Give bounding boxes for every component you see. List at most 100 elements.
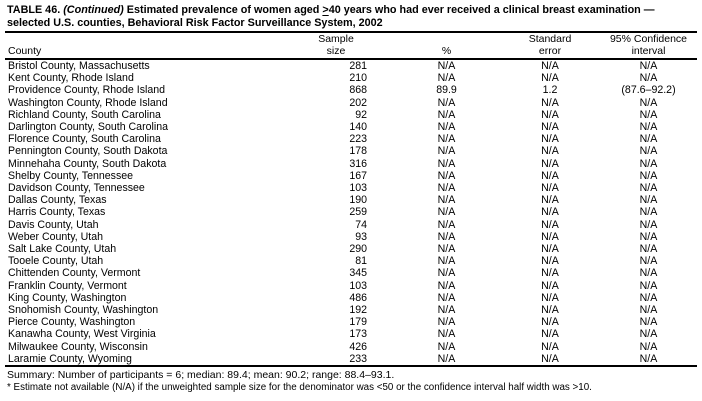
cell-county: Richland County, South Carolina — [8, 108, 161, 121]
cell-sample-size: 178 — [349, 145, 367, 158]
cell-standard-error: N/A — [541, 108, 559, 121]
table-title-line2: selected U.S. counties, Behavioral Risk … — [7, 17, 383, 29]
cell-standard-error: N/A — [541, 121, 559, 134]
cell-county: Tooele County, Utah — [8, 255, 104, 268]
table-row: Bristol County, Massachusetts 281 N/A N/A N/… — [5, 59, 697, 72]
cell-county: Darlington County, South Carolina — [8, 121, 168, 134]
cell-confidence-interval: N/A — [639, 169, 658, 182]
cell-percent: N/A — [437, 194, 456, 207]
cell-county: Laramie County, Wyoming — [8, 352, 132, 365]
cell-sample-size: 74 — [355, 218, 367, 231]
cell-sample-size: 290 — [349, 243, 367, 256]
cell-sample-size: 233 — [349, 352, 367, 365]
cell-confidence-interval: N/A — [639, 279, 658, 292]
cell-percent: N/A — [437, 316, 456, 329]
cell-sample-size: 223 — [349, 133, 367, 146]
cell-sample-size: 192 — [349, 304, 367, 317]
cell-sample-size: 316 — [349, 157, 367, 170]
table-row: Salt Lake County, Utah 290 N/A N/A N/A — [5, 243, 697, 255]
table-row: Darlington County, South Carolina 140 N/A N… — [5, 121, 697, 133]
cell-sample-size: 190 — [349, 194, 367, 207]
cell-percent: N/A — [437, 352, 456, 365]
cell-county: Snohomish County, Washington — [8, 304, 159, 317]
col-header-ci-line2: interval — [631, 44, 666, 57]
cell-confidence-interval: N/A — [639, 255, 658, 268]
table-title-text: Estimated prevalence of women aged — [126, 4, 320, 16]
cell-standard-error: N/A — [541, 328, 559, 341]
cell-county: Minnehaha County, South Dakota — [8, 157, 167, 170]
cell-percent: N/A — [437, 60, 456, 72]
table-row: Milwaukee County, Wisconsin 426 N/A N/A N/A — [5, 341, 697, 353]
cell-percent: N/A — [437, 291, 456, 304]
col-header-standard-error: Standard error — [500, 32, 600, 60]
table-row: Dallas County, Texas 190 N/A N/A N/A — [5, 194, 697, 206]
table-row: Kanawha County, West Virginia 173 N/A N/A N/… — [5, 328, 697, 340]
cell-sample-size: 345 — [349, 267, 367, 280]
cell-county: Salt Lake County, Utah — [8, 243, 117, 256]
cell-sample-size: 103 — [349, 279, 367, 292]
cell-confidence-interval: N/A — [639, 206, 658, 219]
cell-county: Pierce County, Washington — [8, 316, 136, 329]
cell-confidence-interval: N/A — [639, 316, 658, 329]
cell-sample-size: 92 — [355, 108, 367, 121]
col-header-sample-line2: size — [326, 44, 346, 57]
col-header-stderr-line1: Standard — [528, 33, 572, 45]
cell-sample-size: 281 — [349, 60, 367, 72]
table-row: Kent County, Rhode Island 210 N/A N/A N/A — [5, 72, 697, 84]
cell-sample-size: 426 — [349, 340, 367, 353]
cell-standard-error: N/A — [541, 230, 559, 243]
cell-county: Dallas County, Texas — [8, 194, 107, 207]
cell-confidence-interval: N/A — [639, 218, 658, 231]
table-row: Pierce County, Washington 179 N/A N/A N/A — [5, 316, 697, 328]
cell-confidence-interval: N/A — [639, 230, 658, 243]
footnote-line: * Estimate not available (N/A) if the un… — [7, 382, 592, 394]
cell-confidence-interval: N/A — [639, 328, 658, 341]
cell-percent: N/A — [437, 96, 456, 109]
cell-county: Kent County, Rhode Island — [8, 72, 134, 85]
summary-line: Summary: Number of participants = 6; med… — [7, 369, 395, 382]
cell-sample-size: 868 — [349, 84, 367, 97]
cell-sample-size: 202 — [349, 96, 367, 109]
table-title-text-end: 40 years who had ever received a clinica… — [328, 4, 655, 16]
table-row: Shelby County, Tennessee 167 N/A N/A N/A — [5, 170, 697, 182]
table-row: Minnehaha County, South Dakota 316 N/A N/A N… — [5, 158, 697, 170]
col-header-sample-line1: Sample — [318, 33, 354, 45]
cell-standard-error: N/A — [541, 133, 559, 146]
cell-county: King County, Washington — [8, 291, 127, 304]
table-row: Harris County, Texas 259 N/A N/A N/A — [5, 206, 697, 218]
cell-county: Kanawha County, West Virginia — [8, 328, 156, 341]
cell-confidence-interval: N/A — [639, 352, 658, 365]
cell-sample-size: 173 — [349, 328, 367, 341]
cell-county: Weber County, Utah — [8, 230, 103, 243]
greater-equal-glyph: > — [322, 4, 329, 16]
cell-percent: N/A — [437, 230, 456, 243]
cell-standard-error: N/A — [541, 145, 559, 158]
cell-standard-error: N/A — [541, 291, 559, 304]
cell-confidence-interval: N/A — [639, 72, 658, 85]
table-row: Pennington County, South Dakota 178 N/A N/A… — [5, 145, 697, 157]
cell-percent: N/A — [437, 206, 456, 219]
cell-county: Milwaukee County, Wisconsin — [8, 340, 148, 353]
cell-county: Shelby County, Tennessee — [8, 169, 134, 182]
cell-sample-size: 167 — [349, 169, 367, 182]
table-row: Richland County, South Carolina 92 N/A N/A N… — [5, 109, 697, 121]
cell-percent: N/A — [437, 267, 456, 280]
table-row: Snohomish County, Washington 192 N/A N/A N/A — [5, 304, 697, 316]
cell-sample-size: 486 — [349, 291, 367, 304]
cell-standard-error: N/A — [541, 60, 559, 72]
cell-standard-error: 1.2 — [542, 84, 558, 97]
table-title: TABLE 46. (Continued) Estimated prevalen… — [5, 4, 697, 30]
header-row: County Sample size % Standard error 95% Co… — [5, 32, 697, 60]
cell-county: Davidson County, Tennessee — [8, 182, 145, 195]
table-row: Florence County, South Carolina 223 N/A N/A… — [5, 133, 697, 145]
cell-percent: 89.9 — [436, 84, 457, 97]
cell-confidence-interval: N/A — [639, 340, 658, 353]
table-row: Davis County, Utah 74 N/A N/A N/A — [5, 219, 697, 231]
cell-confidence-interval: N/A — [639, 304, 658, 317]
cell-confidence-interval: (87.6–92.2) — [621, 84, 676, 97]
prevalence-table: County Sample size % Standard error 95% Co… — [5, 31, 697, 368]
table-title-continued: (Continued) — [63, 4, 124, 16]
cell-standard-error: N/A — [541, 96, 559, 109]
cell-county: Washington County, Rhode Island — [8, 96, 168, 109]
